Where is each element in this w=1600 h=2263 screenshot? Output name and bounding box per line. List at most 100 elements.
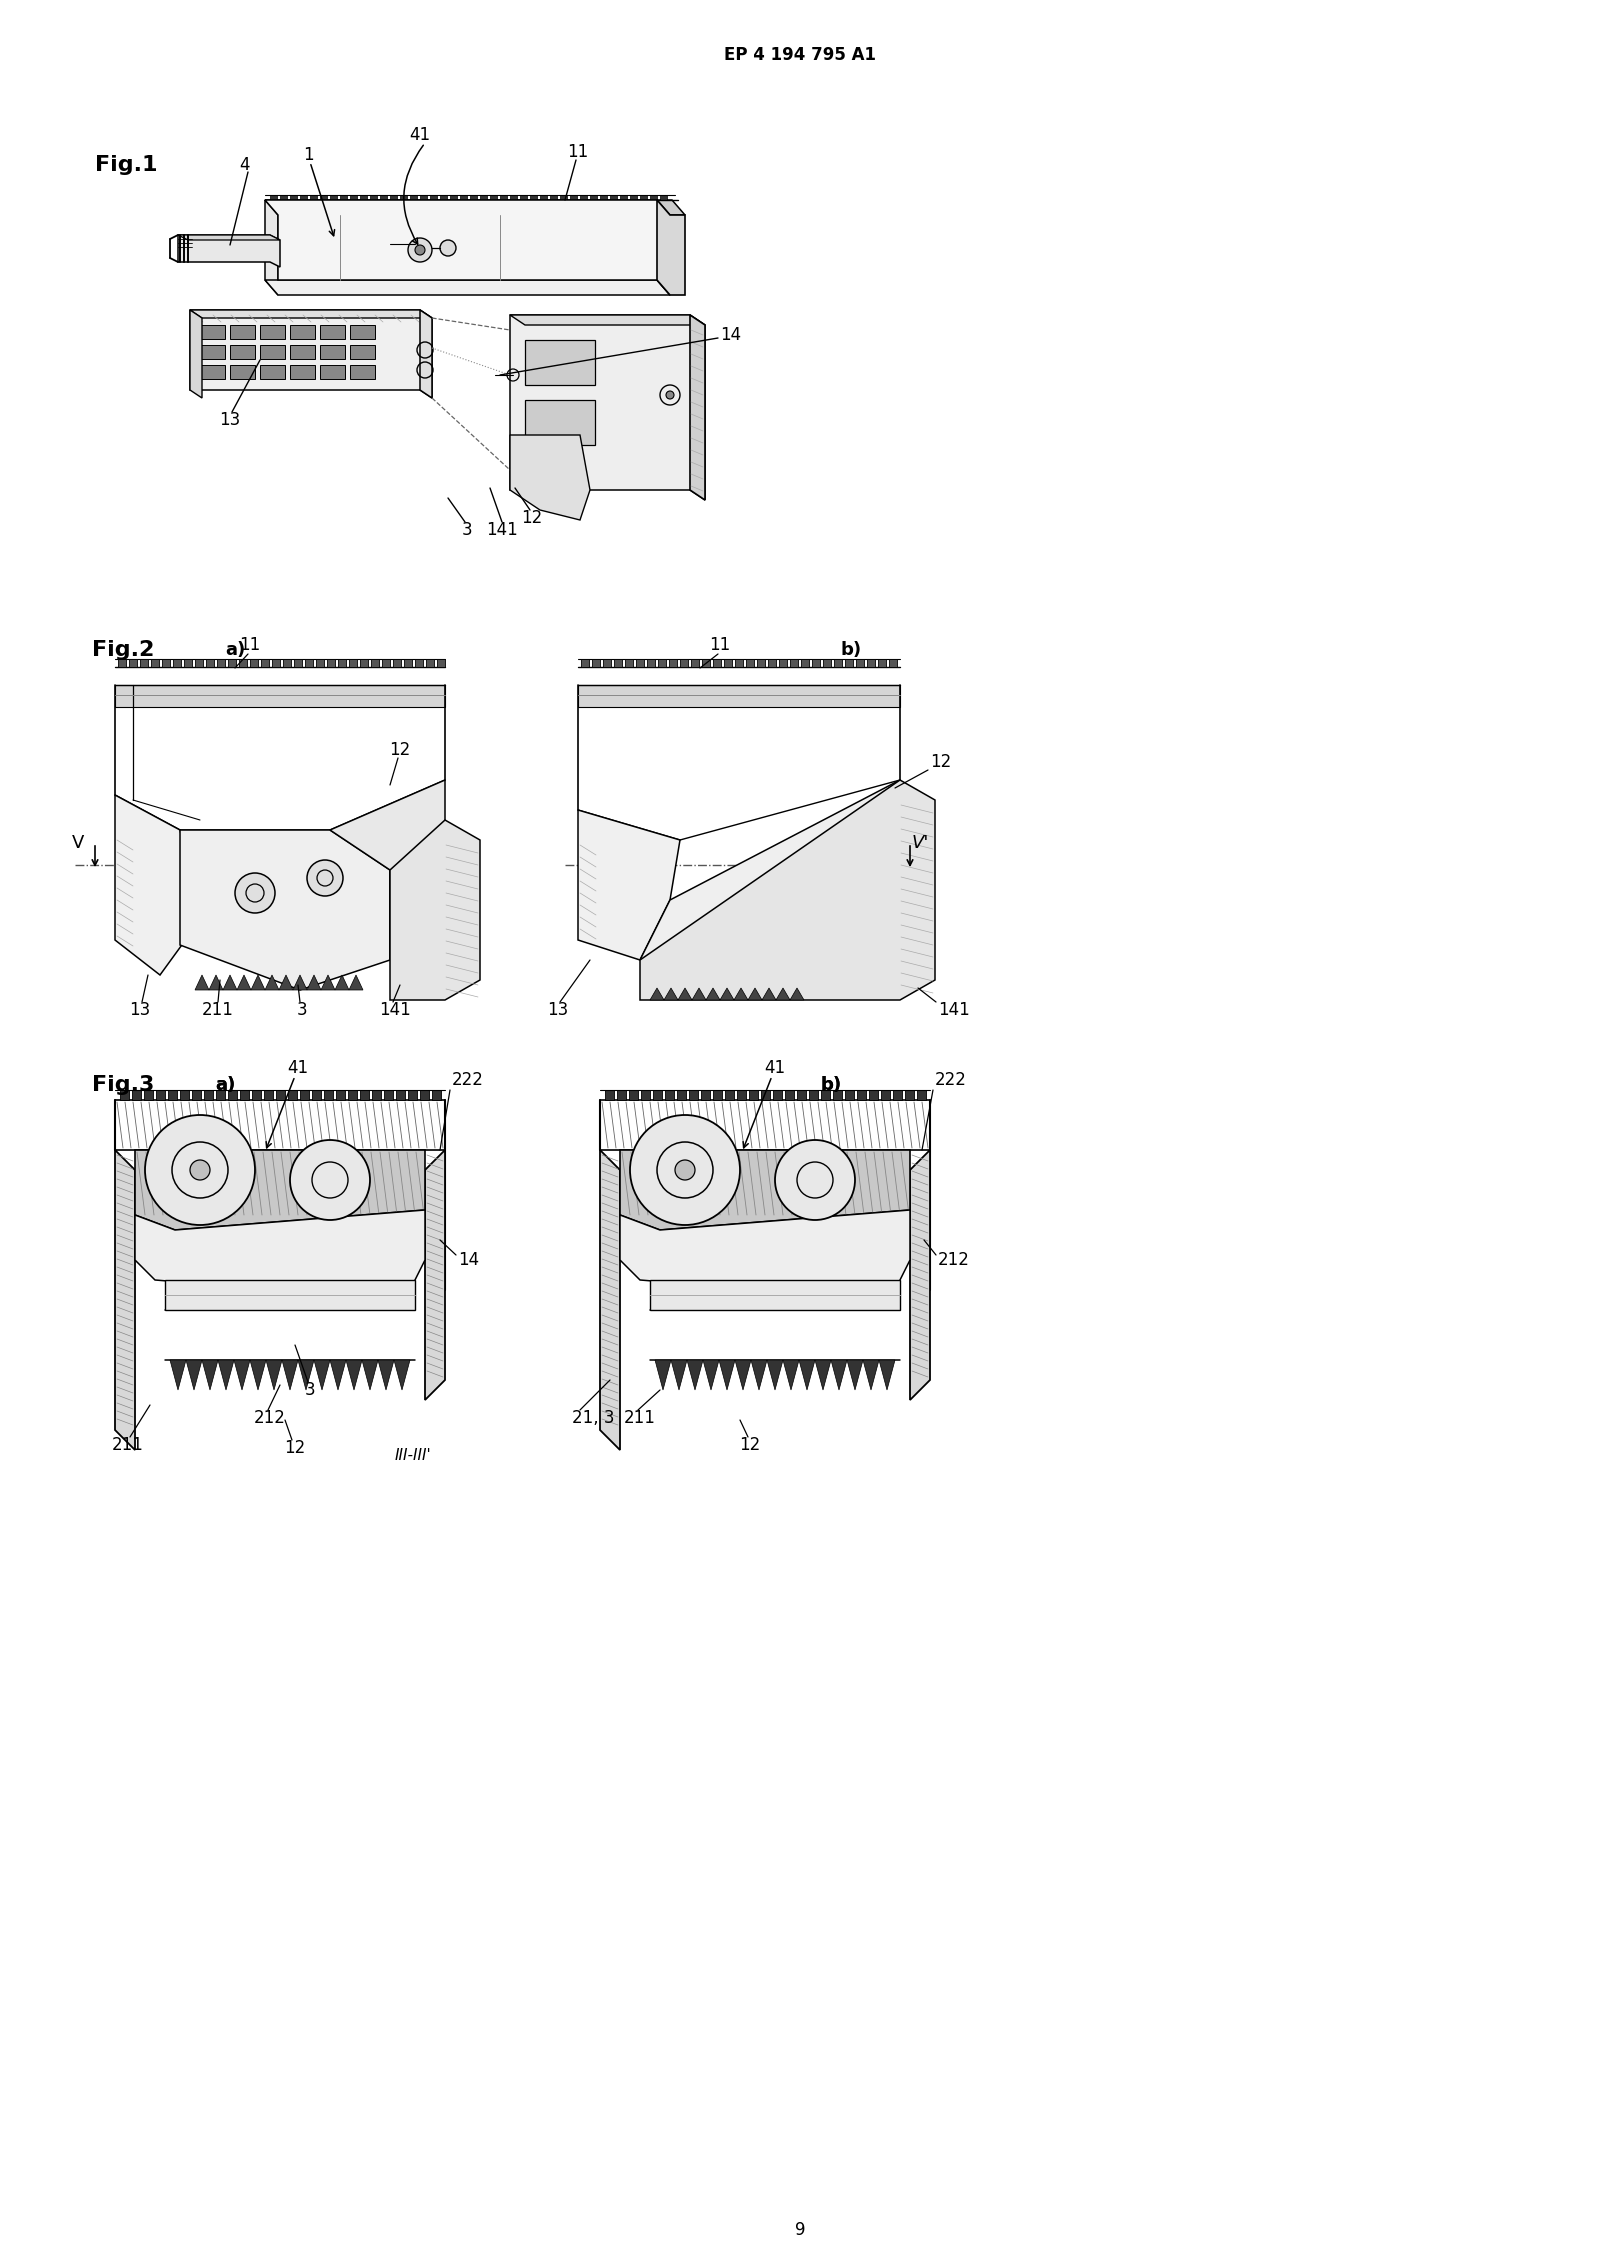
Bar	[779, 659, 787, 668]
Polygon shape	[750, 1360, 766, 1389]
Polygon shape	[330, 1360, 346, 1389]
Text: 222: 222	[453, 1070, 483, 1089]
Bar	[797, 1091, 806, 1100]
Bar	[338, 659, 346, 668]
Bar	[397, 1091, 405, 1100]
Bar	[773, 1091, 782, 1100]
Bar	[131, 1091, 141, 1100]
Bar	[621, 195, 627, 199]
Polygon shape	[298, 1360, 314, 1389]
Bar	[288, 1091, 298, 1100]
Polygon shape	[251, 975, 266, 989]
Text: 21, 3: 21, 3	[573, 1410, 614, 1428]
Text: 211: 211	[624, 1410, 656, 1428]
Bar	[238, 659, 246, 668]
Bar	[669, 659, 677, 668]
Bar	[890, 659, 898, 668]
Polygon shape	[702, 1360, 718, 1389]
Polygon shape	[115, 794, 200, 975]
Circle shape	[190, 1161, 210, 1179]
Bar	[240, 1091, 250, 1100]
Bar	[450, 195, 458, 199]
Bar	[200, 364, 226, 378]
Text: 12: 12	[522, 509, 542, 527]
Bar	[206, 659, 214, 668]
Bar	[326, 659, 334, 668]
Bar	[640, 195, 646, 199]
Bar	[822, 659, 830, 668]
Polygon shape	[115, 1150, 134, 1451]
Bar	[790, 659, 798, 668]
Bar	[200, 326, 226, 339]
Polygon shape	[266, 281, 670, 294]
Circle shape	[675, 1161, 694, 1179]
Polygon shape	[250, 1360, 266, 1389]
Bar	[845, 1091, 854, 1100]
Bar	[530, 195, 538, 199]
Text: 12: 12	[389, 740, 411, 758]
Bar	[734, 659, 742, 668]
Bar	[414, 659, 422, 668]
Bar	[230, 326, 254, 339]
Text: 11: 11	[240, 636, 261, 654]
Bar	[614, 659, 622, 668]
Bar	[437, 659, 445, 668]
Bar	[878, 659, 886, 668]
Bar	[906, 1091, 914, 1100]
Bar	[867, 659, 875, 668]
Bar	[229, 1091, 237, 1100]
Bar	[430, 195, 437, 199]
Polygon shape	[222, 975, 237, 989]
Bar	[349, 659, 357, 668]
Bar	[629, 1091, 638, 1100]
Polygon shape	[170, 1360, 186, 1389]
Bar	[426, 659, 434, 668]
Polygon shape	[178, 235, 280, 240]
Polygon shape	[330, 781, 445, 960]
Bar	[578, 686, 899, 706]
Bar	[510, 195, 517, 199]
Text: 41: 41	[765, 1059, 786, 1077]
Text: 1: 1	[302, 147, 314, 163]
Bar	[541, 195, 547, 199]
Polygon shape	[307, 975, 322, 989]
Polygon shape	[266, 199, 685, 215]
Bar	[115, 686, 445, 706]
Text: b): b)	[840, 640, 861, 659]
Bar	[320, 195, 326, 199]
Bar	[738, 1091, 746, 1100]
Bar	[768, 659, 776, 668]
Bar	[419, 195, 427, 199]
Polygon shape	[426, 1150, 445, 1401]
Polygon shape	[654, 1360, 670, 1389]
Bar	[882, 1091, 890, 1100]
Polygon shape	[650, 989, 664, 1000]
Polygon shape	[766, 1360, 782, 1389]
Circle shape	[630, 1116, 739, 1224]
Text: 212: 212	[938, 1251, 970, 1270]
Text: 12: 12	[930, 754, 952, 772]
Bar	[813, 659, 819, 668]
Text: 3: 3	[296, 1000, 307, 1018]
Bar	[603, 659, 611, 668]
Bar	[642, 1091, 650, 1100]
Text: Fig.2: Fig.2	[93, 640, 154, 661]
Polygon shape	[734, 989, 749, 1000]
Bar	[336, 1091, 346, 1100]
Bar	[637, 659, 643, 668]
Circle shape	[307, 860, 342, 896]
Polygon shape	[664, 989, 678, 1000]
Bar	[701, 1091, 710, 1100]
Bar	[714, 659, 722, 668]
Bar	[746, 659, 754, 668]
Bar	[323, 1091, 333, 1100]
Circle shape	[408, 238, 432, 263]
Bar	[525, 401, 595, 446]
Bar	[520, 195, 526, 199]
Bar	[618, 1091, 626, 1100]
Bar	[917, 1091, 926, 1100]
Bar	[440, 195, 446, 199]
Text: a): a)	[214, 1075, 235, 1093]
Polygon shape	[346, 1360, 362, 1389]
Bar	[320, 344, 346, 360]
